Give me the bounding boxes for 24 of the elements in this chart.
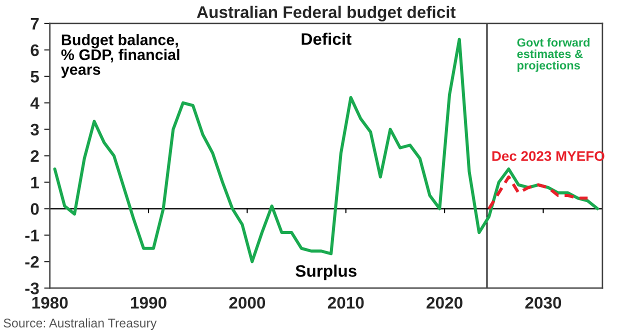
annotation: Deficit [302,32,352,45]
y-tick-label: 2 [30,150,39,162]
source-note: Source: Australian Treasury [4,318,157,330]
annotation: Budget balance, % GDP, financial years [61,34,180,78]
x-tick-label: 2000 [229,296,266,309]
y-tick-label: -3 [25,282,39,294]
x-tick-label: 2020 [426,296,462,309]
y-tick-label: 3 [30,124,39,136]
annotation: Govt forward estimates & projections [517,38,590,72]
chart-title: Australian Federal budget deficit [196,6,456,22]
y-tick-label: 6 [30,44,39,56]
x-tick-label: 1990 [131,296,166,309]
y-tick-label: -2 [25,256,39,268]
y-tick-label: 4 [30,97,40,109]
x-tick-label: 2030 [525,296,562,309]
y-tick-label: 5 [30,70,39,83]
x-tick-label: 2010 [328,296,364,309]
annotation: Surplus [296,264,356,280]
y-tick-label: -1 [25,230,39,242]
x-tick-label: 1980 [32,296,68,309]
line-series [487,175,590,210]
y-tick-label: 0 [30,203,39,215]
y-tick-label: 1 [31,176,39,188]
y-tick-label: 7 [30,18,39,30]
